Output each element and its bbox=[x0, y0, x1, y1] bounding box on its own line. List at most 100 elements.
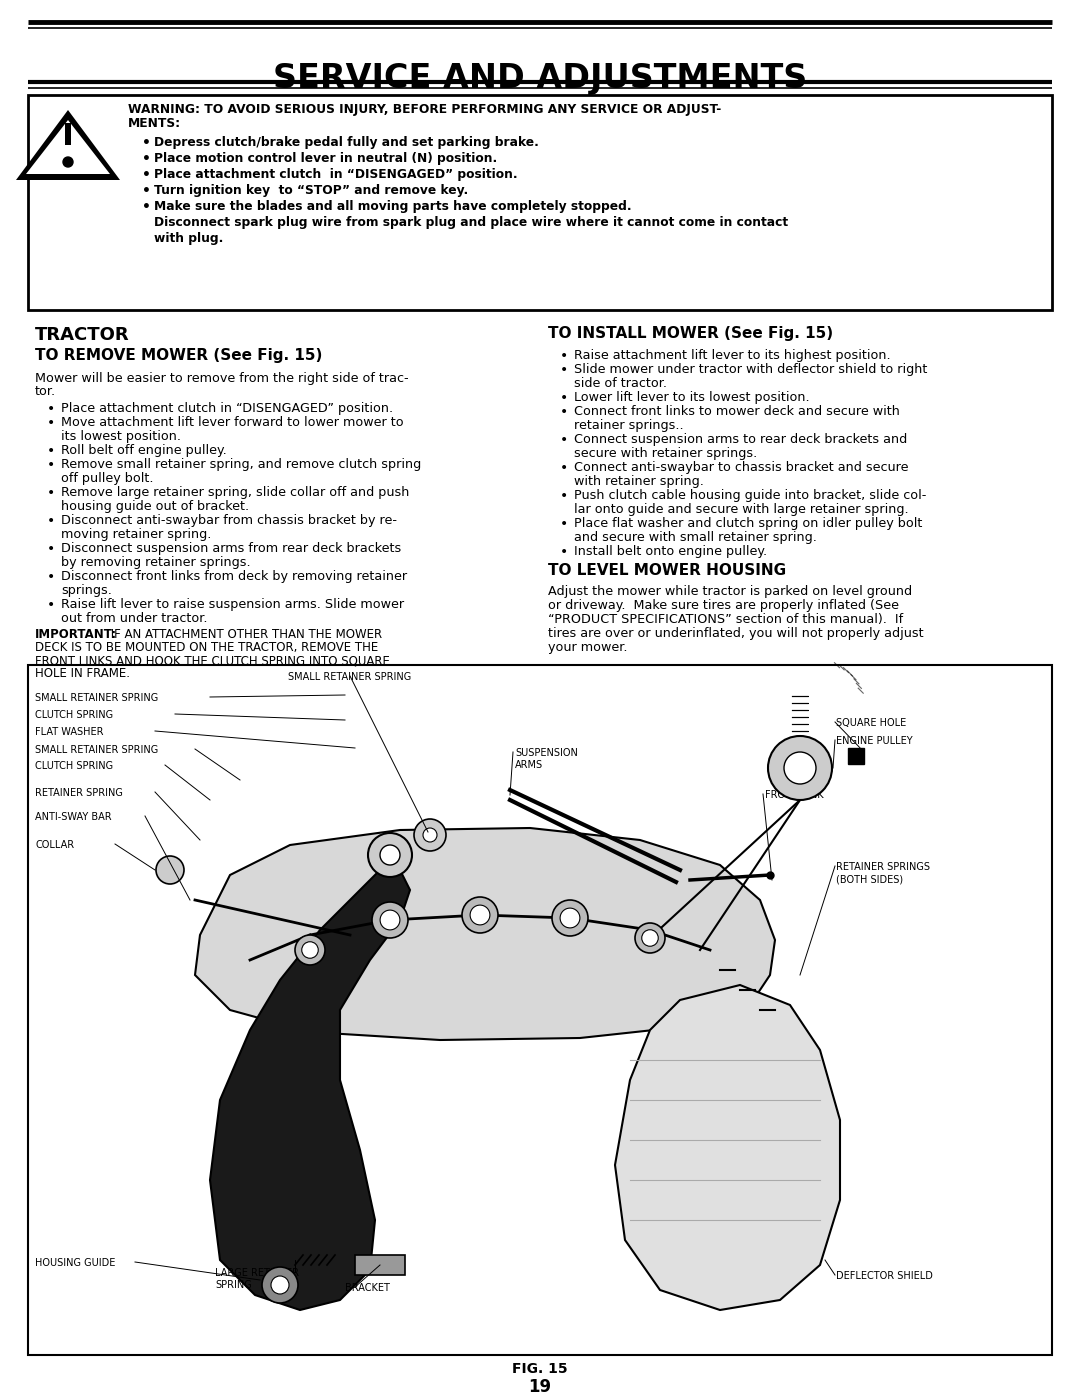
Text: •: • bbox=[141, 200, 151, 214]
Text: •: • bbox=[561, 545, 568, 559]
Text: SUSPENSION: SUSPENSION bbox=[515, 747, 578, 759]
Text: FLAT WASHER: FLAT WASHER bbox=[35, 726, 104, 738]
Bar bbox=[848, 747, 864, 764]
Circle shape bbox=[552, 900, 588, 936]
Text: Raise lift lever to raise suspension arms. Slide mower: Raise lift lever to raise suspension arm… bbox=[60, 598, 404, 610]
Text: Remove large retainer spring, slide collar off and push: Remove large retainer spring, slide coll… bbox=[60, 486, 409, 499]
Text: SERVICE AND ADJUSTMENTS: SERVICE AND ADJUSTMENTS bbox=[273, 61, 807, 95]
Text: Disconnect front links from deck by removing retainer: Disconnect front links from deck by remo… bbox=[60, 570, 407, 583]
Text: moving retainer spring.: moving retainer spring. bbox=[60, 528, 212, 541]
Text: •: • bbox=[141, 184, 151, 198]
Text: by removing retainer springs.: by removing retainer springs. bbox=[60, 556, 251, 569]
Text: •: • bbox=[141, 168, 151, 182]
Circle shape bbox=[368, 833, 411, 877]
Text: •: • bbox=[561, 517, 568, 531]
Polygon shape bbox=[615, 985, 840, 1310]
Text: DEFLECTOR SHIELD: DEFLECTOR SHIELD bbox=[836, 1271, 933, 1281]
Text: Place attachment clutch in “DISENGAGED” position.: Place attachment clutch in “DISENGAGED” … bbox=[60, 402, 393, 415]
Text: Move attachment lift lever forward to lower mower to: Move attachment lift lever forward to lo… bbox=[60, 416, 404, 429]
Bar bbox=[28, 665, 1052, 1355]
Text: •: • bbox=[561, 489, 568, 503]
Text: Place attachment clutch  in “DISENGAGED” position.: Place attachment clutch in “DISENGAGED” … bbox=[154, 168, 517, 182]
Circle shape bbox=[156, 856, 184, 884]
Circle shape bbox=[271, 1275, 289, 1294]
Polygon shape bbox=[210, 870, 410, 1310]
Polygon shape bbox=[16, 110, 120, 180]
Text: •: • bbox=[48, 514, 55, 528]
Text: Roll belt off engine pulley.: Roll belt off engine pulley. bbox=[60, 444, 227, 457]
Text: Depress clutch/brake pedal fully and set parking brake.: Depress clutch/brake pedal fully and set… bbox=[154, 136, 539, 149]
Text: 19: 19 bbox=[528, 1377, 552, 1396]
Text: with retainer spring.: with retainer spring. bbox=[573, 475, 704, 488]
Text: •: • bbox=[561, 363, 568, 377]
Text: •: • bbox=[141, 136, 151, 149]
Text: lar onto guide and secure with large retainer spring.: lar onto guide and secure with large ret… bbox=[573, 503, 908, 515]
Text: HOUSING GUIDE: HOUSING GUIDE bbox=[35, 1259, 116, 1268]
Text: Connect suspension arms to rear deck brackets and: Connect suspension arms to rear deck bra… bbox=[573, 433, 907, 446]
Text: Push clutch cable housing guide into bracket, slide col-: Push clutch cable housing guide into bra… bbox=[573, 489, 927, 502]
Circle shape bbox=[784, 752, 816, 784]
Text: Raise attachment lift lever to its highest position.: Raise attachment lift lever to its highe… bbox=[573, 349, 891, 362]
Text: RETAINER SPRINGS: RETAINER SPRINGS bbox=[836, 862, 930, 872]
Text: WARNING: TO AVOID SERIOUS INJURY, BEFORE PERFORMING ANY SERVICE OR ADJUST-: WARNING: TO AVOID SERIOUS INJURY, BEFORE… bbox=[129, 103, 721, 116]
Text: •: • bbox=[48, 458, 55, 472]
Circle shape bbox=[372, 902, 408, 937]
Circle shape bbox=[63, 156, 73, 168]
Text: Slide mower under tractor with deflector shield to right: Slide mower under tractor with deflector… bbox=[573, 363, 928, 376]
Text: LARGE RETAINER: LARGE RETAINER bbox=[215, 1268, 299, 1278]
Text: SQUARE HOLE: SQUARE HOLE bbox=[836, 718, 906, 728]
Text: Disconnect anti-swaybar from chassis bracket by re-: Disconnect anti-swaybar from chassis bra… bbox=[60, 514, 397, 527]
Text: Place flat washer and clutch spring on idler pulley bolt: Place flat washer and clutch spring on i… bbox=[573, 517, 922, 529]
Circle shape bbox=[380, 845, 400, 865]
Text: DECK IS TO BE MOUNTED ON THE TRACTOR, REMOVE THE: DECK IS TO BE MOUNTED ON THE TRACTOR, RE… bbox=[35, 641, 378, 654]
Text: off pulley bolt.: off pulley bolt. bbox=[60, 472, 153, 485]
Circle shape bbox=[470, 905, 490, 925]
Bar bbox=[28, 95, 1052, 310]
Text: TO REMOVE MOWER (See Fig. 15): TO REMOVE MOWER (See Fig. 15) bbox=[35, 348, 322, 363]
Circle shape bbox=[262, 1267, 298, 1303]
Text: TRACTOR: TRACTOR bbox=[35, 326, 130, 344]
Polygon shape bbox=[26, 120, 110, 175]
Text: tor.: tor. bbox=[35, 386, 56, 398]
Text: COLLAR: COLLAR bbox=[35, 840, 75, 849]
Text: Lower lift lever to its lowest position.: Lower lift lever to its lowest position. bbox=[573, 391, 810, 404]
Text: CLUTCH SPRING: CLUTCH SPRING bbox=[35, 710, 113, 719]
Text: its lowest position.: its lowest position. bbox=[60, 430, 181, 443]
Text: MENTS:: MENTS: bbox=[129, 117, 181, 130]
Text: (BOTH SIDES): (BOTH SIDES) bbox=[836, 875, 903, 886]
Text: •: • bbox=[48, 402, 55, 416]
Circle shape bbox=[561, 908, 580, 928]
Circle shape bbox=[301, 942, 319, 958]
Text: RETAINER SPRING: RETAINER SPRING bbox=[35, 788, 123, 798]
Text: with plug.: with plug. bbox=[154, 232, 224, 244]
Text: side of tractor.: side of tractor. bbox=[573, 377, 667, 390]
Text: TO LEVEL MOWER HOUSING: TO LEVEL MOWER HOUSING bbox=[548, 563, 786, 578]
Circle shape bbox=[414, 819, 446, 851]
Polygon shape bbox=[195, 828, 775, 1039]
Text: ARMS: ARMS bbox=[515, 760, 543, 770]
Text: Disconnect spark plug wire from spark plug and place wire where it cannot come i: Disconnect spark plug wire from spark pl… bbox=[154, 217, 788, 229]
Text: retainer springs..: retainer springs.. bbox=[573, 419, 684, 432]
Text: IMPORTANT:: IMPORTANT: bbox=[35, 629, 117, 641]
Text: •: • bbox=[561, 349, 568, 363]
Text: ANTI-SWAY BAR: ANTI-SWAY BAR bbox=[35, 812, 111, 821]
Text: secure with retainer springs.: secure with retainer springs. bbox=[573, 447, 757, 460]
Bar bbox=[65, 123, 71, 145]
Text: •: • bbox=[48, 444, 55, 458]
Text: Connect anti-swaybar to chassis bracket and secure: Connect anti-swaybar to chassis bracket … bbox=[573, 461, 908, 474]
Text: •: • bbox=[48, 570, 55, 584]
Text: and secure with small retainer spring.: and secure with small retainer spring. bbox=[573, 531, 816, 543]
Text: springs.: springs. bbox=[60, 584, 112, 597]
Circle shape bbox=[380, 909, 400, 930]
Text: FRONT LINK: FRONT LINK bbox=[765, 789, 824, 800]
Text: Connect front links to mower deck and secure with: Connect front links to mower deck and se… bbox=[573, 405, 900, 418]
Text: FIG. 15: FIG. 15 bbox=[512, 1362, 568, 1376]
Circle shape bbox=[462, 897, 498, 933]
Text: “PRODUCT SPECIFICATIONS” section of this manual).  If: “PRODUCT SPECIFICATIONS” section of this… bbox=[548, 613, 903, 626]
Text: •: • bbox=[48, 486, 55, 500]
Text: •: • bbox=[48, 542, 55, 556]
Circle shape bbox=[423, 828, 437, 842]
Text: •: • bbox=[561, 405, 568, 419]
Text: SMALL RETAINER SPRING: SMALL RETAINER SPRING bbox=[288, 672, 411, 682]
Text: tires are over or underinflated, you will not properly adjust: tires are over or underinflated, you wil… bbox=[548, 627, 923, 640]
